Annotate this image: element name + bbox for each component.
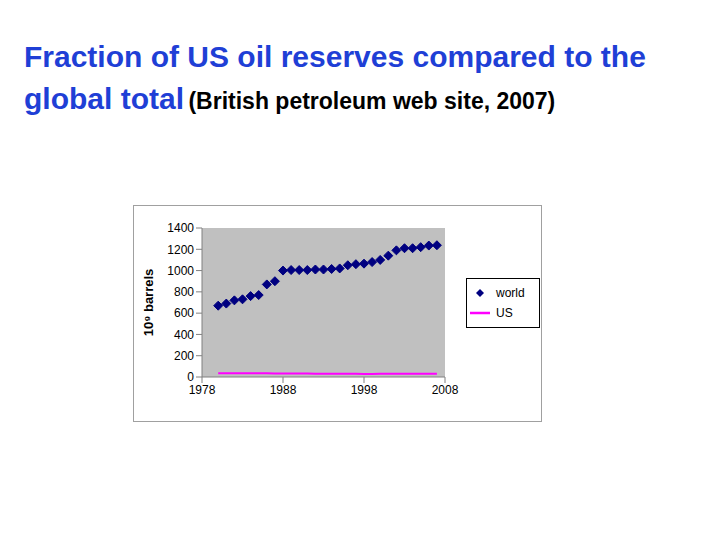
svg-text:200: 200	[174, 349, 194, 363]
html-text:Fraction of US oil reserves co: Fraction of US oil reserves compared to …	[24, 40, 646, 115]
html-text:US: US	[496, 306, 513, 320]
svg-text:1400: 1400	[167, 221, 194, 235]
svg-text:1000: 1000	[167, 264, 194, 278]
svg-text:1988: 1988	[270, 383, 297, 397]
html-text:world: world	[496, 286, 525, 300]
svg-text:800: 800	[174, 285, 194, 299]
svg-text:1998: 1998	[351, 383, 378, 397]
svg-text:2008: 2008	[432, 383, 459, 397]
svg-text:1978: 1978	[189, 383, 216, 397]
svg-text:1200: 1200	[167, 243, 194, 257]
svg-text:400: 400	[174, 328, 194, 342]
svg-text:10⁹ barrels: 10⁹ barrels	[141, 269, 156, 337]
svg-text:600: 600	[174, 306, 194, 320]
svg-text:0: 0	[187, 370, 194, 384]
